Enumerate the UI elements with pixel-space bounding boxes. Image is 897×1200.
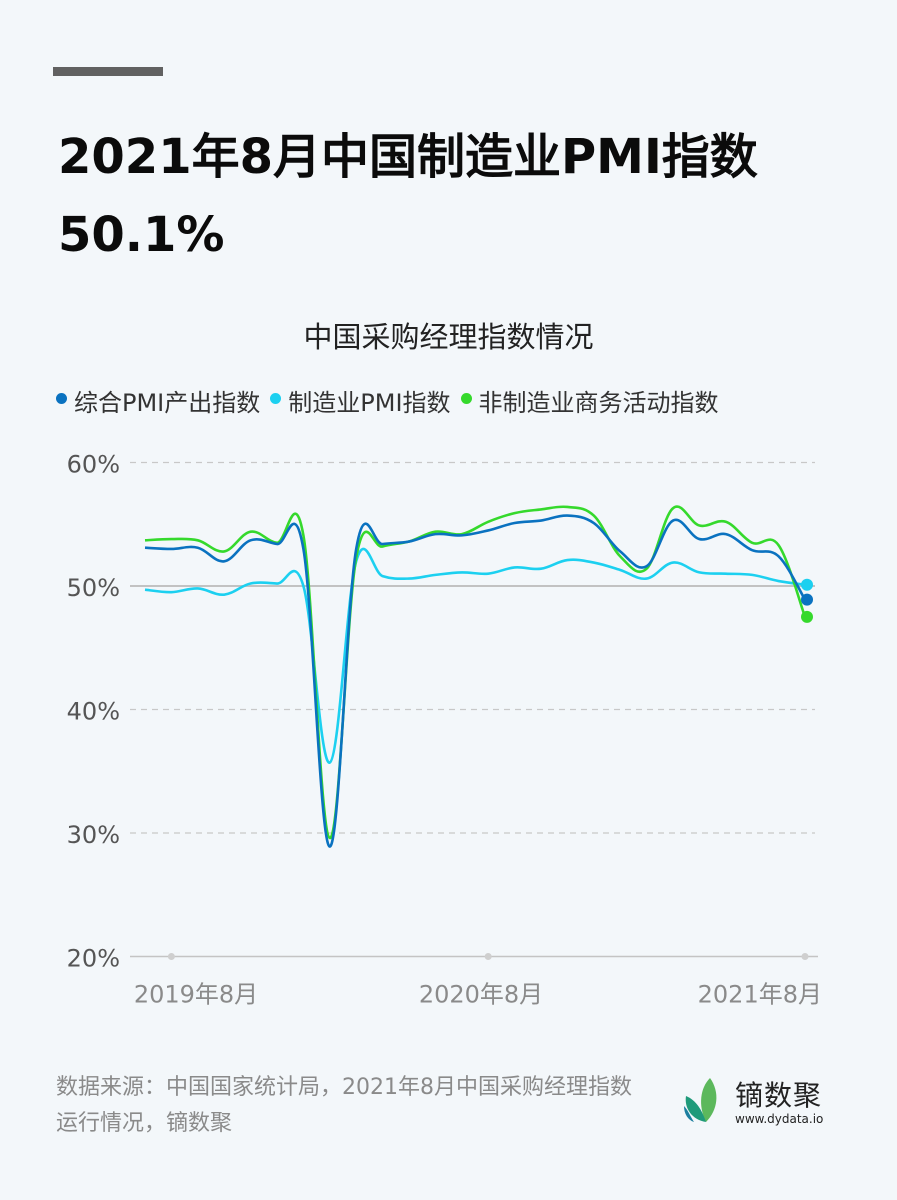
y-tick-label: 60% bbox=[67, 451, 120, 479]
x-tick-label: 2021年8月 bbox=[698, 981, 822, 1009]
chart-series bbox=[144, 505, 813, 848]
legend-dot-icon bbox=[460, 393, 472, 404]
title-line-2: 50.1% bbox=[58, 207, 225, 263]
title-line-1: 2021年8月中国制造业PMI指数 bbox=[58, 129, 758, 185]
y-tick-label: 30% bbox=[67, 821, 120, 849]
chart-title: 中国采购经理指数情况 bbox=[303, 320, 594, 354]
chart-grid bbox=[130, 461, 815, 834]
end-point-marker bbox=[801, 610, 813, 623]
series-non-manufacturing-line bbox=[144, 505, 807, 840]
series-composite-line bbox=[144, 514, 807, 848]
logo-name: 镝数聚 bbox=[735, 1079, 823, 1112]
y-tick-label: 50% bbox=[67, 574, 120, 602]
legend-dot-icon bbox=[56, 393, 67, 404]
y-tick-label: 20% bbox=[67, 945, 120, 973]
end-point-marker bbox=[801, 593, 813, 606]
legend-item-manufacturing: 制造业PMI指数 bbox=[270, 383, 451, 418]
legend-label: 综合PMI产出指数 bbox=[74, 389, 261, 417]
decorative-top-bar bbox=[53, 67, 163, 76]
series-manufacturing-line bbox=[144, 547, 806, 764]
legend-label: 制造业PMI指数 bbox=[288, 389, 451, 417]
legend-item-non-manufacturing: 非制造业商务活动指数 bbox=[460, 383, 719, 418]
line-chart: 60% 50% 40% 30% 20% 2019年8月 2020年8月 2021年8月 bbox=[67, 451, 822, 1009]
brand-logo: 镝数聚 www.dydata.io bbox=[680, 1074, 840, 1129]
legend-label: 非制造业商务活动指数 bbox=[478, 389, 719, 417]
leaf-logo-icon bbox=[684, 1078, 717, 1122]
page-title: 2021年8月中国制造业PMI指数 50.1% bbox=[58, 118, 758, 274]
legend-item-composite: 综合PMI产出指数 bbox=[56, 383, 260, 418]
x-tick-label: 2019年8月 bbox=[134, 981, 258, 1009]
y-axis-ticks: 60% 50% 40% 30% 20% bbox=[67, 451, 120, 973]
y-tick-label: 40% bbox=[67, 698, 120, 726]
chart-legend: 综合PMI产出指数 制造业PMI指数 非制造业商务活动指数 bbox=[56, 383, 729, 418]
end-point-marker bbox=[801, 578, 813, 591]
x-tick-label: 2020年8月 bbox=[419, 981, 543, 1009]
legend-dot-icon bbox=[270, 393, 282, 404]
x-axis: 2019年8月 2020年8月 2021年8月 bbox=[130, 953, 822, 1009]
data-source-note: 数据来源：中国国家统计局，2021年8月中国采购经理指数运行情况，镝数聚 bbox=[56, 1075, 632, 1136]
logo-url: www.dydata.io bbox=[735, 1112, 824, 1126]
